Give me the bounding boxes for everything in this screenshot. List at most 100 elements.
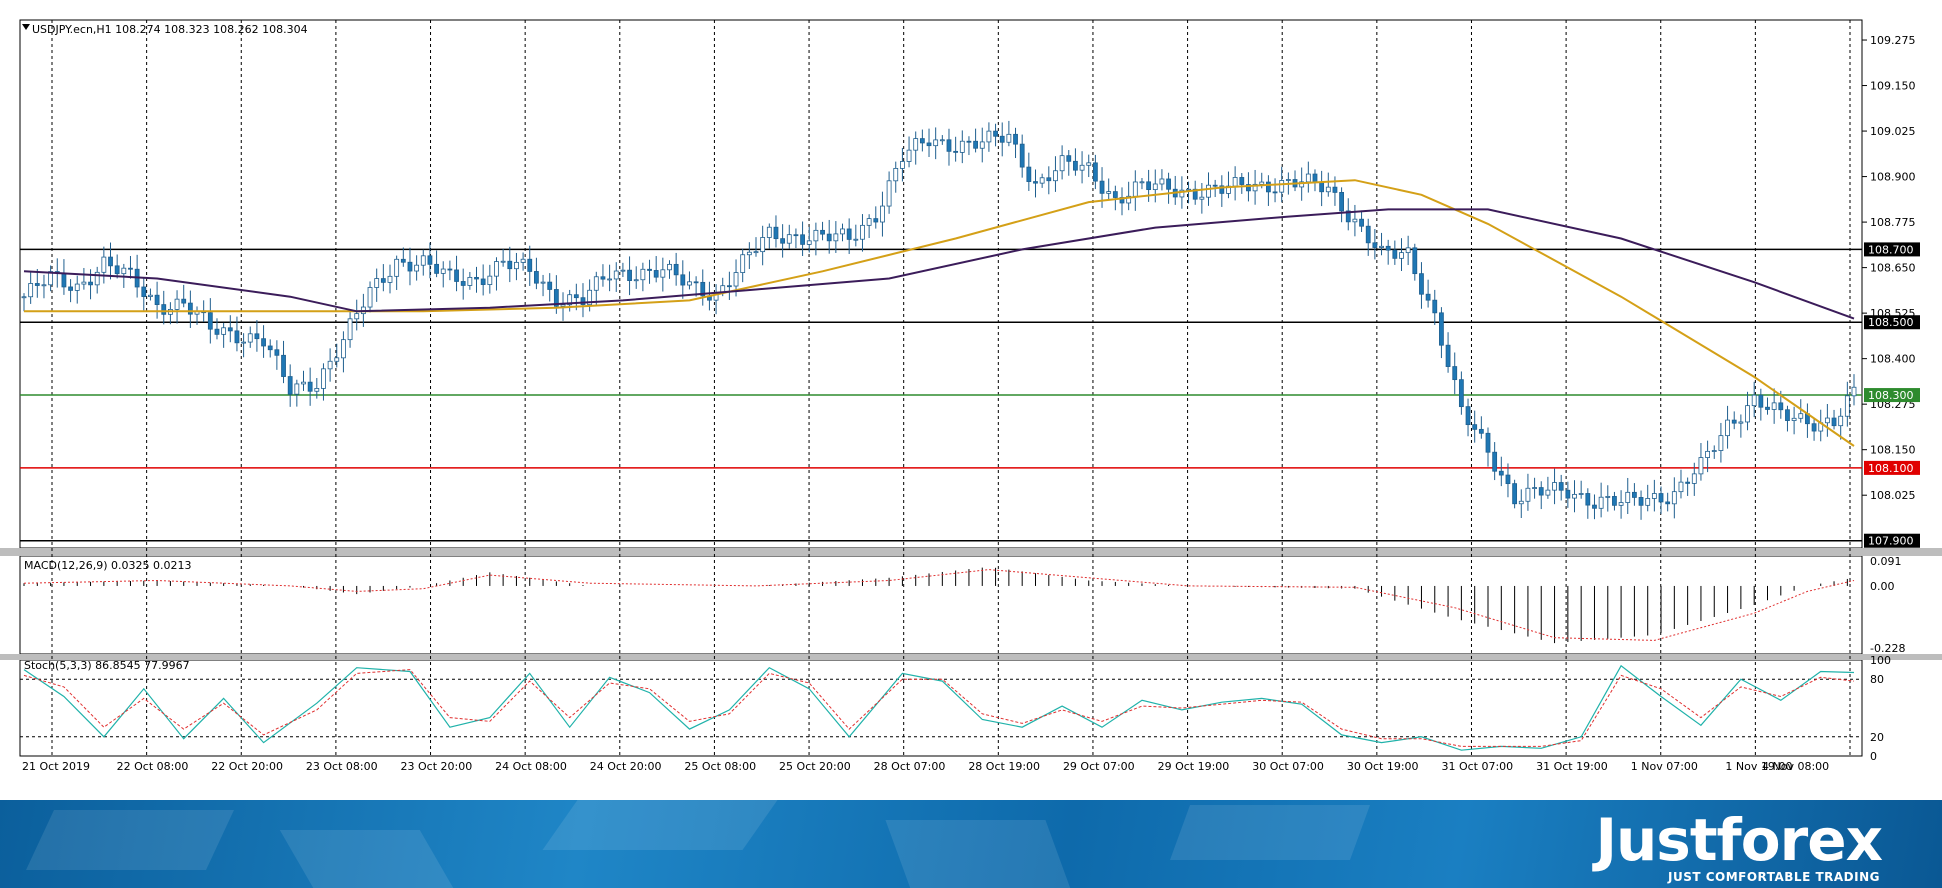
candle	[1824, 417, 1830, 424]
candle	[1226, 185, 1231, 194]
candle	[314, 388, 320, 392]
candle	[48, 271, 54, 286]
level-tag	[1864, 315, 1920, 330]
candle	[1179, 189, 1185, 198]
candle	[1365, 225, 1371, 244]
candle	[294, 383, 300, 395]
candle	[534, 271, 539, 284]
candle	[726, 285, 732, 288]
candle	[933, 139, 939, 147]
candle	[1299, 181, 1305, 188]
candle	[400, 258, 406, 263]
candle	[88, 281, 93, 286]
candle	[514, 261, 519, 270]
candle	[434, 263, 439, 274]
candle	[1765, 406, 1770, 410]
candle	[1392, 249, 1398, 259]
candle	[1126, 195, 1132, 204]
candle	[1725, 419, 1730, 437]
candle	[1312, 173, 1318, 183]
x-tick-label: 25 Oct 20:00	[779, 760, 851, 773]
candle	[1705, 450, 1710, 458]
macd-tick-label: 0.091	[1870, 555, 1902, 568]
candle	[1152, 183, 1158, 191]
candle	[1339, 192, 1344, 212]
candle	[354, 313, 360, 320]
candle	[500, 260, 506, 263]
candle	[420, 255, 426, 266]
candle	[1305, 173, 1311, 183]
candle	[1465, 406, 1471, 426]
candle	[321, 368, 326, 389]
candle	[1558, 482, 1564, 491]
macd-tick-label: 0.00	[1870, 580, 1895, 593]
candle	[387, 275, 393, 283]
candle	[34, 283, 40, 286]
y-tick-label: 108.400	[1870, 353, 1916, 366]
candle	[593, 276, 599, 291]
candle	[527, 258, 533, 272]
x-tick-label: 24 Oct 08:00	[495, 760, 567, 773]
candle	[1831, 417, 1837, 427]
candle	[334, 357, 340, 362]
candle	[1598, 496, 1604, 509]
candle	[1399, 252, 1404, 259]
candle	[826, 233, 832, 242]
candle	[1625, 491, 1631, 503]
candle	[94, 271, 100, 286]
candle	[553, 289, 559, 307]
candle	[181, 298, 187, 304]
candle	[1785, 409, 1790, 421]
candle	[806, 240, 812, 245]
candle	[853, 238, 859, 241]
candle	[1751, 394, 1757, 407]
candle	[460, 281, 466, 286]
main-chart-header: USDJPY.ecn,H1 108.274 108.323 108.262 10…	[32, 23, 308, 36]
ma-slow-line	[23, 208, 1855, 320]
candle	[1146, 181, 1152, 191]
candle	[1053, 170, 1058, 182]
candle	[1092, 162, 1098, 182]
candle	[1691, 473, 1697, 484]
candle	[1745, 405, 1750, 423]
candle	[680, 274, 686, 286]
candle	[1771, 402, 1777, 410]
candle	[667, 263, 672, 271]
candle	[1472, 424, 1478, 430]
candle	[1592, 504, 1597, 509]
candle	[1073, 160, 1078, 171]
candle	[926, 142, 932, 147]
candle	[1605, 496, 1611, 498]
candle	[1325, 186, 1331, 193]
candle	[959, 140, 965, 153]
y-tick-label: 108.150	[1870, 444, 1916, 457]
candle	[873, 218, 879, 223]
candle	[1412, 247, 1418, 275]
candle	[1678, 481, 1684, 493]
candle	[953, 150, 959, 153]
candle	[1199, 196, 1205, 200]
candle	[880, 205, 885, 223]
candle	[766, 226, 772, 238]
candle	[241, 341, 247, 344]
candle	[740, 254, 746, 273]
candle	[1532, 487, 1537, 489]
candle	[1345, 210, 1351, 223]
candle	[567, 294, 573, 306]
level-tag	[1864, 533, 1920, 548]
chevron-down-icon[interactable]	[22, 24, 30, 30]
candle	[1132, 181, 1138, 197]
x-tick-label: 30 Oct 19:00	[1347, 760, 1419, 773]
candle	[833, 233, 839, 242]
x-tick-label: 24 Oct 20:00	[590, 760, 662, 773]
stoch-signal-line	[23, 669, 1855, 747]
candle	[1844, 395, 1850, 417]
candle	[860, 224, 865, 240]
candle	[287, 376, 293, 395]
candle	[1425, 293, 1431, 301]
candle	[114, 265, 120, 275]
level-tag-label: 108.700	[1868, 243, 1914, 256]
candle	[207, 312, 213, 330]
candle	[1379, 245, 1384, 248]
candle	[1259, 181, 1265, 185]
